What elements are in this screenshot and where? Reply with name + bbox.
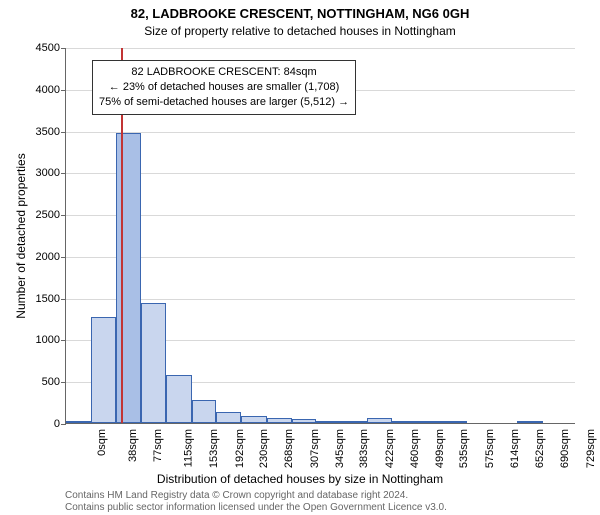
gridline xyxy=(66,48,575,49)
x-tick-label: 499sqm xyxy=(434,429,446,468)
histogram-bar xyxy=(367,418,393,423)
annotation-line: 82 LADBROOKE CRESCENT: 84sqm xyxy=(99,65,349,80)
histogram-bar xyxy=(166,375,192,423)
x-tick-label: 460sqm xyxy=(409,429,421,468)
histogram-bar xyxy=(416,421,442,423)
gridline xyxy=(66,173,575,174)
y-tick-label: 3500 xyxy=(10,126,60,138)
histogram-bar xyxy=(192,400,217,423)
y-tick-label: 4500 xyxy=(10,42,60,54)
x-tick-label: 192sqm xyxy=(234,429,246,468)
y-tick-mark xyxy=(61,173,66,174)
y-tick-label: 2000 xyxy=(10,251,60,263)
x-tick-label: 268sqm xyxy=(283,429,295,468)
x-tick-label: 153sqm xyxy=(208,429,220,468)
y-tick-mark xyxy=(61,340,66,341)
x-tick-label: 729sqm xyxy=(585,429,597,468)
histogram-bar xyxy=(292,419,317,423)
x-tick-label: 0sqm xyxy=(96,429,108,456)
y-tick-label: 3000 xyxy=(10,167,60,179)
histogram-bar xyxy=(66,421,91,423)
y-tick-mark xyxy=(61,382,66,383)
histogram-bar xyxy=(517,421,543,423)
histogram-bar xyxy=(316,421,342,423)
histogram-bar xyxy=(141,303,166,423)
chart-container: 82, LADBROOKE CRESCENT, NOTTINGHAM, NG6 … xyxy=(0,0,600,500)
y-tick-label: 1500 xyxy=(10,293,60,305)
x-tick-label: 383sqm xyxy=(359,429,371,468)
x-tick-label: 345sqm xyxy=(334,429,346,468)
gridline xyxy=(66,299,575,300)
x-tick-label: 77sqm xyxy=(152,429,164,462)
y-tick-label: 500 xyxy=(10,376,60,388)
y-tick-label: 4000 xyxy=(10,84,60,96)
y-tick-label: 1000 xyxy=(10,334,60,346)
histogram-bar xyxy=(216,412,241,423)
annotation-line: ← 23% of detached houses are smaller (1,… xyxy=(99,80,349,95)
histogram-bar xyxy=(392,421,416,423)
histogram-bar xyxy=(91,317,117,423)
x-tick-label: 614sqm xyxy=(510,429,522,468)
histogram-bar xyxy=(267,418,292,423)
chart-title-line1: 82, LADBROOKE CRESCENT, NOTTINGHAM, NG6 … xyxy=(0,6,600,21)
annotation-box: 82 LADBROOKE CRESCENT: 84sqm← 23% of det… xyxy=(92,60,356,115)
histogram-bar xyxy=(241,416,267,423)
gridline xyxy=(66,132,575,133)
y-tick-mark xyxy=(61,257,66,258)
y-tick-mark xyxy=(61,48,66,49)
x-tick-label: 38sqm xyxy=(127,429,139,462)
y-tick-mark xyxy=(61,215,66,216)
y-tick-mark xyxy=(61,132,66,133)
footer-line-2: Contains public sector information licen… xyxy=(65,502,447,515)
gridline xyxy=(66,215,575,216)
y-tick-mark xyxy=(61,299,66,300)
y-tick-mark xyxy=(61,90,66,91)
x-axis-label: Distribution of detached houses by size … xyxy=(0,472,600,486)
x-tick-label: 690sqm xyxy=(559,429,571,468)
y-tick-label: 2500 xyxy=(10,209,60,221)
y-tick-mark xyxy=(61,424,66,425)
y-tick-label: 0 xyxy=(10,418,60,430)
chart-title-line2: Size of property relative to detached ho… xyxy=(0,24,600,38)
x-tick-label: 652sqm xyxy=(534,429,546,468)
x-tick-label: 535sqm xyxy=(458,429,470,468)
histogram-bar xyxy=(442,421,468,423)
x-tick-label: 575sqm xyxy=(484,429,496,468)
x-tick-label: 422sqm xyxy=(384,429,396,468)
annotation-line: 75% of semi-detached houses are larger (… xyxy=(99,95,349,110)
x-tick-label: 115sqm xyxy=(183,429,195,467)
x-tick-label: 307sqm xyxy=(309,429,321,468)
histogram-bar xyxy=(342,421,367,423)
footer-line-1: Contains HM Land Registry data © Crown c… xyxy=(65,490,408,503)
gridline xyxy=(66,257,575,258)
x-tick-label: 230sqm xyxy=(259,429,271,468)
